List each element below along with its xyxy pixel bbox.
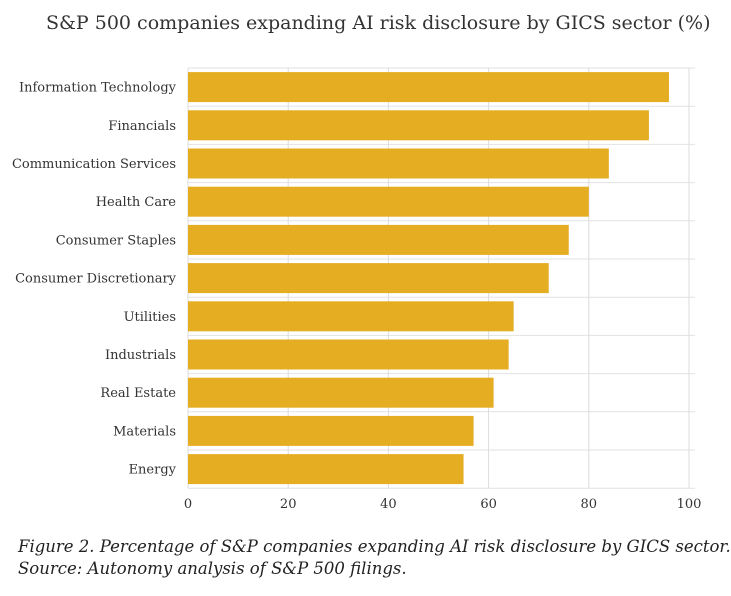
- x-tick-label: 100: [677, 497, 702, 512]
- category-label: Energy: [129, 463, 177, 478]
- category-label: Utilities: [124, 310, 176, 325]
- bar-health-care: [188, 186, 589, 217]
- figure-caption: Figure 2. Percentage of S&P companies ex…: [18, 536, 731, 580]
- category-label: Consumer Discretionary: [15, 272, 177, 287]
- category-label: Real Estate: [100, 386, 176, 401]
- bar-information-technology: [188, 72, 669, 103]
- category-label: Financials: [108, 119, 176, 134]
- bar-consumer-staples: [188, 224, 569, 255]
- category-label: Information Technology: [19, 81, 177, 96]
- x-tick-label: 0: [184, 497, 192, 512]
- bar-communication-services: [188, 148, 609, 179]
- category-label: Consumer Staples: [56, 233, 176, 248]
- bar-real-estate: [188, 377, 494, 408]
- bar-materials: [188, 415, 474, 446]
- category-label: Materials: [113, 424, 176, 439]
- x-tick-label: 40: [380, 497, 397, 512]
- category-labels: Information Technology Financials Communic…: [12, 81, 177, 478]
- chart-title: S&P 500 companies expanding AI risk disc…: [46, 12, 711, 34]
- x-tick-labels: 0 20 40 60 80 100: [184, 497, 702, 512]
- bar-energy: [188, 454, 464, 485]
- bar-utilities: [188, 301, 514, 332]
- caption-line-1: Figure 2. Percentage of S&P companies ex…: [18, 537, 731, 556]
- caption-line-2: Source: Autonomy analysis of S&P 500 fil…: [18, 559, 407, 578]
- category-label: Communication Services: [12, 157, 176, 172]
- x-tick-label: 20: [280, 497, 297, 512]
- bars: [188, 72, 669, 485]
- x-tick-label: 80: [581, 497, 598, 512]
- bar-consumer-discretionary: [188, 263, 549, 294]
- category-label: Health Care: [96, 195, 177, 210]
- x-tick-label: 60: [480, 497, 497, 512]
- bar-industrials: [188, 339, 509, 370]
- category-label: Industrials: [105, 348, 176, 363]
- bar-financials: [188, 110, 649, 141]
